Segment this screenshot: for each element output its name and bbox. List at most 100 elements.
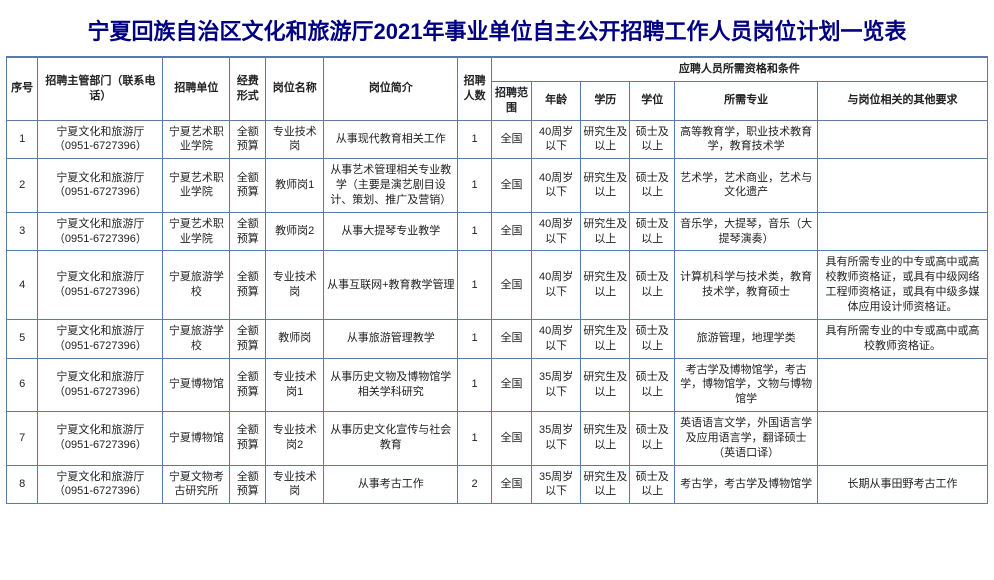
cell-seq: 5 — [7, 319, 38, 358]
cell-scope: 全国 — [491, 358, 531, 412]
cell-dept: 宁夏文化和旅游厅（0951-6727396） — [38, 412, 163, 466]
cell-scope: 全国 — [491, 412, 531, 466]
col-desc: 岗位简介 — [324, 58, 458, 121]
cell-unit: 宁夏旅游学校 — [163, 319, 230, 358]
cell-pos: 教师岗1 — [266, 159, 324, 213]
col-age: 年龄 — [532, 81, 581, 120]
table-row: 7宁夏文化和旅游厅（0951-6727396）宁夏博物馆全额预算专业技术岗2从事… — [7, 412, 988, 466]
cell-other — [818, 412, 988, 466]
cell-pos: 专业技术岗2 — [266, 412, 324, 466]
cell-pos: 教师岗 — [266, 319, 324, 358]
cell-scope: 全国 — [491, 251, 531, 319]
cell-pos: 专业技术岗 — [266, 251, 324, 319]
cell-major: 艺术学，艺术商业，艺术与文化遗产 — [675, 159, 818, 213]
col-scope: 招聘范围 — [491, 81, 531, 120]
cell-major: 计算机科学与技术类，教育技术学，教育硕士 — [675, 251, 818, 319]
cell-deg: 硕士及以上 — [630, 465, 675, 504]
cell-other: 长期从事田野考古工作 — [818, 465, 988, 504]
cell-dept: 宁夏文化和旅游厅（0951-6727396） — [38, 251, 163, 319]
cell-unit: 宁夏博物馆 — [163, 412, 230, 466]
table-row: 5宁夏文化和旅游厅（0951-6727396）宁夏旅游学校全额预算教师岗从事旅游… — [7, 319, 988, 358]
cell-age: 40周岁以下 — [532, 159, 581, 213]
cell-unit: 宁夏艺术职业学院 — [163, 120, 230, 159]
cell-edu: 研究生及以上 — [581, 465, 630, 504]
cell-desc: 从事考古工作 — [324, 465, 458, 504]
cell-dept: 宁夏文化和旅游厅（0951-6727396） — [38, 212, 163, 251]
cell-dept: 宁夏文化和旅游厅（0951-6727396） — [38, 159, 163, 213]
cell-age: 40周岁以下 — [532, 319, 581, 358]
col-seq: 序号 — [7, 58, 38, 121]
table-row: 8宁夏文化和旅游厅（0951-6727396）宁夏文物考古研究所全额预算专业技术… — [7, 465, 988, 504]
cell-seq: 1 — [7, 120, 38, 159]
cell-cnt: 2 — [458, 465, 492, 504]
cell-seq: 6 — [7, 358, 38, 412]
cell-edu: 研究生及以上 — [581, 120, 630, 159]
table-row: 6宁夏文化和旅游厅（0951-6727396）宁夏博物馆全额预算专业技术岗1从事… — [7, 358, 988, 412]
col-pos: 岗位名称 — [266, 58, 324, 121]
cell-major: 英语语言文学，外国语言学及应用语言学，翻译硕士（英语口译） — [675, 412, 818, 466]
cell-cnt: 1 — [458, 412, 492, 466]
table-row: 3宁夏文化和旅游厅（0951-6727396）宁夏艺术职业学院全额预算教师岗2从… — [7, 212, 988, 251]
cell-desc: 从事历史文化宣传与社会教育 — [324, 412, 458, 466]
cell-fund: 全额预算 — [230, 465, 266, 504]
cell-seq: 2 — [7, 159, 38, 213]
col-deg: 学位 — [630, 81, 675, 120]
cell-edu: 研究生及以上 — [581, 412, 630, 466]
cell-major: 旅游管理，地理学类 — [675, 319, 818, 358]
cell-other — [818, 120, 988, 159]
cell-fund: 全额预算 — [230, 159, 266, 213]
cell-edu: 研究生及以上 — [581, 319, 630, 358]
cell-edu: 研究生及以上 — [581, 251, 630, 319]
cell-dept: 宁夏文化和旅游厅（0951-6727396） — [38, 319, 163, 358]
cell-other: 具有所需专业的中专或高中或高校教师资格证，或具有中级网络工程师资格证，或具有中级… — [818, 251, 988, 319]
cell-cnt: 1 — [458, 319, 492, 358]
cell-fund: 全额预算 — [230, 358, 266, 412]
cell-dept: 宁夏文化和旅游厅（0951-6727396） — [38, 358, 163, 412]
cell-cnt: 1 — [458, 212, 492, 251]
cell-age: 40周岁以下 — [532, 212, 581, 251]
table-row: 2宁夏文化和旅游厅（0951-6727396）宁夏艺术职业学院全额预算教师岗1从… — [7, 159, 988, 213]
cell-fund: 全额预算 — [230, 251, 266, 319]
cell-cnt: 1 — [458, 159, 492, 213]
cell-other: 具有所需专业的中专或高中或高校教师资格证。 — [818, 319, 988, 358]
cell-fund: 全额预算 — [230, 412, 266, 466]
cell-other — [818, 358, 988, 412]
cell-major: 考古学，考古学及博物馆学 — [675, 465, 818, 504]
col-other: 与岗位相关的其他要求 — [818, 81, 988, 120]
cell-other — [818, 212, 988, 251]
cell-deg: 硕士及以上 — [630, 358, 675, 412]
col-group: 应聘人员所需资格和条件 — [491, 58, 987, 82]
cell-major: 音乐学，大提琴，音乐（大提琴演奏） — [675, 212, 818, 251]
table-row: 1宁夏文化和旅游厅（0951-6727396）宁夏艺术职业学院全额预算专业技术岗… — [7, 120, 988, 159]
cell-unit: 宁夏博物馆 — [163, 358, 230, 412]
cell-scope: 全国 — [491, 159, 531, 213]
cell-desc: 从事旅游管理教学 — [324, 319, 458, 358]
cell-deg: 硕士及以上 — [630, 212, 675, 251]
cell-edu: 研究生及以上 — [581, 212, 630, 251]
table-head: 序号 招聘主管部门（联系电话） 招聘单位 经费形式 岗位名称 岗位简介 招聘人数… — [7, 58, 988, 121]
cell-cnt: 1 — [458, 120, 492, 159]
cell-seq: 4 — [7, 251, 38, 319]
cell-fund: 全额预算 — [230, 120, 266, 159]
cell-scope: 全国 — [491, 465, 531, 504]
cell-seq: 7 — [7, 412, 38, 466]
col-cnt: 招聘人数 — [458, 58, 492, 121]
cell-age: 35周岁以下 — [532, 412, 581, 466]
cell-pos: 专业技术岗 — [266, 120, 324, 159]
cell-desc: 从事大提琴专业教学 — [324, 212, 458, 251]
cell-edu: 研究生及以上 — [581, 358, 630, 412]
cell-unit: 宁夏艺术职业学院 — [163, 159, 230, 213]
cell-age: 35周岁以下 — [532, 358, 581, 412]
cell-scope: 全国 — [491, 319, 531, 358]
cell-dept: 宁夏文化和旅游厅（0951-6727396） — [38, 120, 163, 159]
cell-desc: 从事互联网+教育教学管理 — [324, 251, 458, 319]
cell-pos: 教师岗2 — [266, 212, 324, 251]
cell-unit: 宁夏旅游学校 — [163, 251, 230, 319]
cell-cnt: 1 — [458, 251, 492, 319]
cell-unit: 宁夏艺术职业学院 — [163, 212, 230, 251]
cell-fund: 全额预算 — [230, 319, 266, 358]
cell-fund: 全额预算 — [230, 212, 266, 251]
cell-age: 40周岁以下 — [532, 251, 581, 319]
cell-dept: 宁夏文化和旅游厅（0951-6727396） — [38, 465, 163, 504]
table-body: 1宁夏文化和旅游厅（0951-6727396）宁夏艺术职业学院全额预算专业技术岗… — [7, 120, 988, 504]
